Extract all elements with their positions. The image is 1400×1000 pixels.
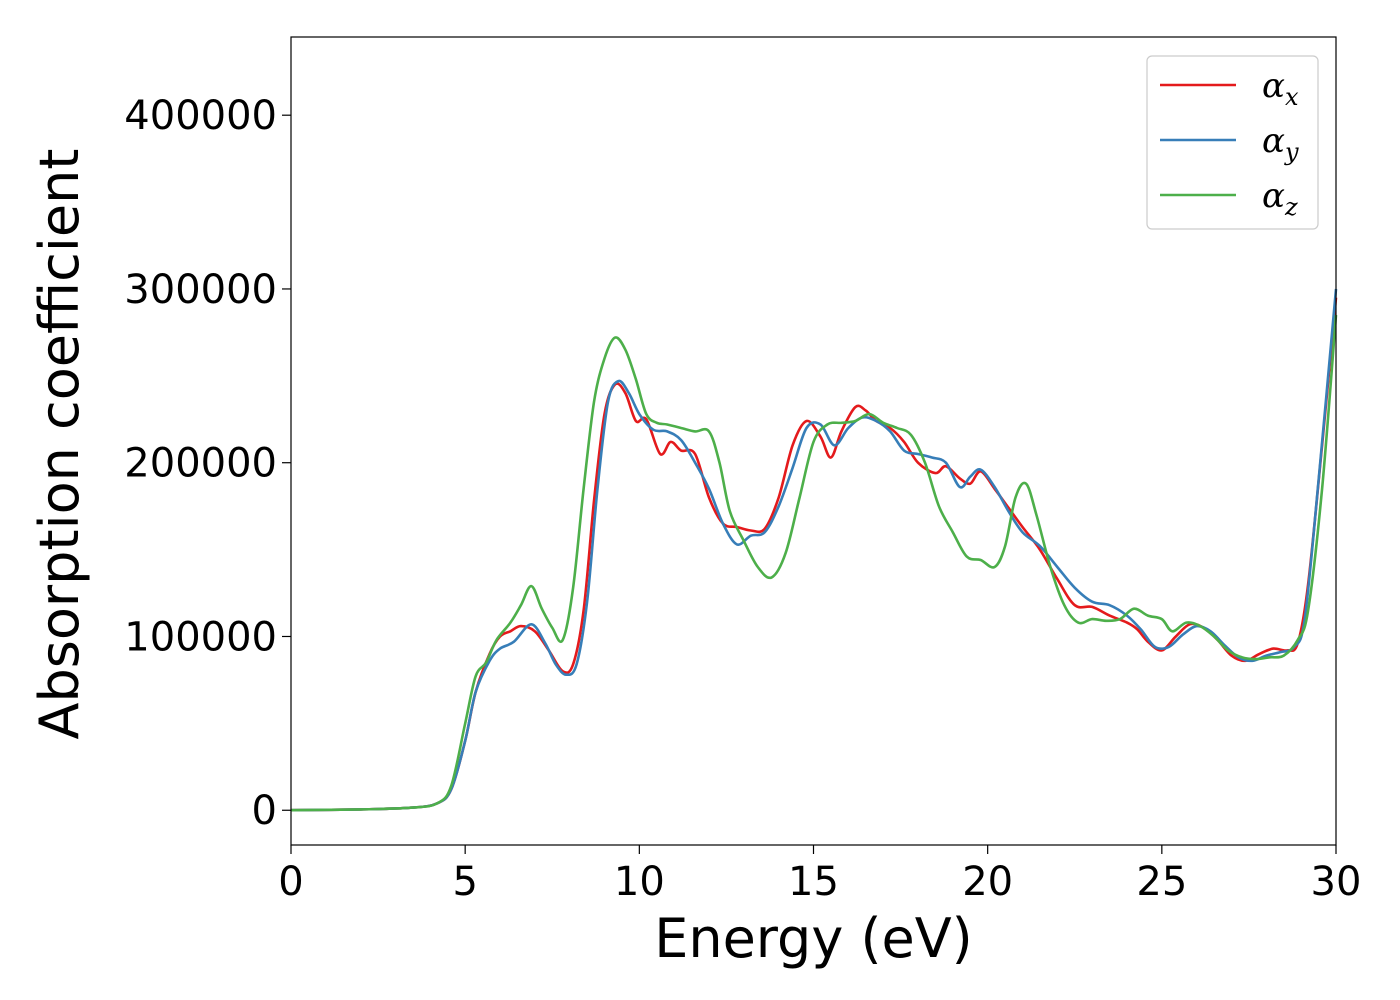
x-tick-label: 15 xyxy=(788,859,839,905)
legend-label-x: αx xyxy=(1262,66,1299,111)
x-axis-label: Energy (eV) xyxy=(654,907,973,970)
legend-label-z: αz xyxy=(1262,176,1298,221)
series-line-z xyxy=(290,314,1338,812)
x-tick-label: 10 xyxy=(614,859,665,905)
x-tick-label: 25 xyxy=(1136,859,1187,905)
x-tick-label: 0 xyxy=(278,859,303,905)
x-axis: 0 5 10 15 20 25 30 xyxy=(278,845,1361,905)
legend-label-main: α xyxy=(1262,121,1285,161)
y-tick-label: 100000 xyxy=(124,614,277,660)
x-tick-label: 20 xyxy=(962,859,1013,905)
y-tick-label: 300000 xyxy=(124,267,277,313)
y-tick-label: 400000 xyxy=(124,93,277,139)
y-axis-label: Absorption coefficient xyxy=(28,149,91,740)
series-layer xyxy=(290,288,1338,812)
legend-label-subscript: y xyxy=(1284,138,1299,166)
legend-label-subscript: z xyxy=(1284,193,1298,221)
legend-label-y: αy xyxy=(1262,121,1299,166)
x-tick-label: 30 xyxy=(1311,859,1362,905)
y-axis: 0 100000 200000 300000 400000 xyxy=(124,93,291,834)
legend-label-subscript: x xyxy=(1285,83,1299,111)
legend-label-main: α xyxy=(1262,176,1285,216)
legend-label-main: α xyxy=(1262,66,1285,106)
legend-box xyxy=(1146,55,1319,230)
series-line-y xyxy=(290,288,1338,812)
x-tick-label: 5 xyxy=(452,859,477,905)
y-tick-label: 0 xyxy=(252,788,277,834)
y-tick-label: 200000 xyxy=(124,441,277,487)
